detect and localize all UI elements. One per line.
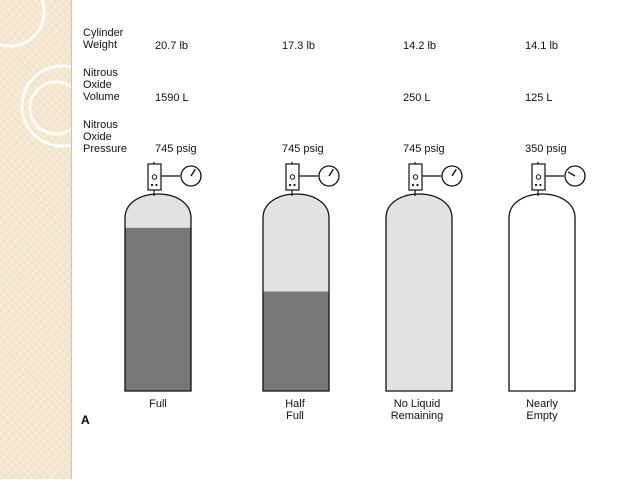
row-label-line: Cylinder: [83, 27, 124, 39]
cylinder-4-volume: 125 L: [525, 92, 553, 104]
valve-port: [412, 174, 419, 180]
row-label-line: Weight: [83, 39, 118, 51]
valve-body: [147, 163, 162, 191]
row-label-pressure: Nitrous Oxide Pressure: [83, 119, 127, 155]
valve-body: [285, 163, 300, 191]
valve-pin: [539, 183, 542, 187]
valve-body: [408, 163, 423, 191]
valve-port: [151, 174, 158, 180]
gauge-needle: [567, 171, 576, 177]
figure-letter: A: [81, 413, 90, 427]
cylinder-4-weight: 14.1 lb: [525, 40, 559, 52]
row-label-line: Nitrous: [83, 67, 118, 79]
valve-pin: [288, 183, 292, 187]
row-label-line: Oxide: [83, 79, 112, 91]
caption-line: No Liquid: [393, 398, 441, 410]
cylinder-2-weight: 17.3 lb: [282, 40, 316, 52]
caption-line: Empty: [526, 410, 558, 422]
row-label-line: Volume: [83, 91, 120, 103]
caption-line: Remaining: [390, 410, 444, 422]
caption-line: Full: [149, 398, 167, 410]
cylinder-3-volume: 250 L: [403, 92, 431, 104]
row-label-weight: Cylinder Weight: [83, 27, 123, 51]
row-label-line: Nitrous: [83, 119, 118, 131]
valve-port: [289, 174, 296, 180]
liquid-level: [263, 291, 329, 391]
decorative-margin-strip: [0, 0, 104, 479]
gauge-needle: [451, 168, 457, 177]
cylinder-3-pressure: 745 psig: [403, 143, 445, 155]
liquid-level: [125, 227, 191, 391]
gauge-needle: [190, 168, 196, 177]
cylinder-2-caption: Half Full: [250, 398, 340, 422]
cylinder-1-caption: Full: [113, 398, 203, 410]
cylinder-2-pressure: 745 psig: [282, 143, 324, 155]
caption-line: Nearly: [526, 398, 558, 410]
cylinder-outline: [385, 193, 453, 392]
row-label-line: Pressure: [83, 143, 128, 155]
valve-pin: [293, 183, 296, 187]
cylinder-body: [386, 194, 452, 391]
valve-body: [531, 163, 546, 191]
cylinder-1-volume: 1590 L: [155, 92, 189, 104]
cylinder-1-pressure: 745 psig: [155, 143, 197, 155]
valve-pin: [155, 183, 158, 187]
valve-pin: [411, 183, 415, 187]
cylinder-body: [509, 194, 575, 391]
cylinder-outline: [508, 193, 576, 392]
row-label-line: Oxide: [83, 131, 112, 143]
caption-line: Half: [285, 398, 305, 410]
cylinder-1-weight: 20.7 lb: [155, 40, 189, 52]
cylinder-3-caption: No Liquid Remaining: [372, 398, 462, 422]
row-label-volume: Nitrous Oxide Volume: [83, 67, 120, 103]
cylinder-outline: [124, 193, 192, 392]
valve-pin: [150, 183, 154, 187]
cylinder-4-pressure: 350 psig: [525, 143, 567, 155]
cylinder-3-weight: 14.2 lb: [403, 40, 437, 52]
caption-line: Full: [286, 410, 304, 422]
gauge-needle: [328, 168, 334, 177]
valve-pin: [416, 183, 419, 187]
valve-pin: [534, 183, 538, 187]
cylinder-4-caption: Nearly Empty: [497, 398, 587, 422]
cylinder-outline: [262, 193, 330, 392]
valve-port: [535, 174, 542, 180]
